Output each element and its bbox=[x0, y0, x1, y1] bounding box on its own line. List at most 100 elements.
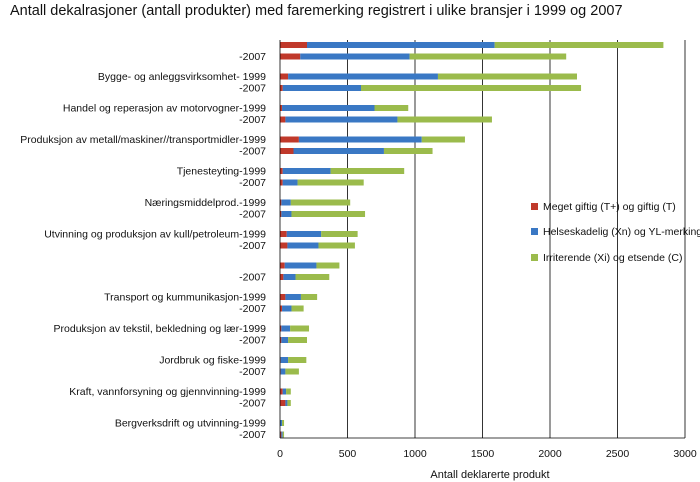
bar-segment bbox=[282, 305, 292, 312]
bar-segment bbox=[298, 136, 422, 143]
bar-segment bbox=[286, 388, 291, 395]
legend-label: Meget giftig (T+) og giftig (T) bbox=[543, 201, 676, 213]
bar-segment bbox=[282, 179, 298, 186]
bar-segment bbox=[383, 148, 433, 154]
bar-segment bbox=[307, 42, 495, 48]
category-label: -2007 bbox=[239, 303, 266, 315]
bar-segment bbox=[280, 357, 289, 363]
bar-segment bbox=[286, 231, 322, 237]
bar-segment bbox=[316, 262, 340, 269]
x-tick-label: 3000 bbox=[673, 448, 697, 460]
bar-segment bbox=[280, 105, 283, 111]
category-label: Handel og reperasjon av motorvogner-1999 bbox=[63, 103, 266, 115]
category-label: Jordbruk og fiske-1999 bbox=[159, 355, 266, 367]
bar-segment bbox=[421, 136, 465, 143]
bar-segment bbox=[280, 53, 301, 60]
legend-label: Irriterende (Xi) og etsende (C) bbox=[543, 252, 682, 264]
bar-segment bbox=[282, 420, 285, 426]
category-label: -2007 bbox=[239, 83, 266, 95]
bar-segment bbox=[280, 305, 283, 312]
x-axis-label: Antall deklarerte produkt bbox=[430, 469, 549, 481]
bar-segment bbox=[318, 242, 355, 249]
bar-segment bbox=[285, 294, 301, 300]
bar-segment bbox=[282, 388, 287, 395]
x-tick-label: 2000 bbox=[538, 448, 562, 460]
bar-segment bbox=[281, 431, 283, 438]
category-label: -2007 bbox=[239, 335, 266, 347]
category-label: Produksjon av metall/maskiner//transport… bbox=[20, 134, 266, 146]
x-tick-label: 1000 bbox=[403, 448, 427, 460]
bar-segment bbox=[285, 400, 288, 406]
bar-segment bbox=[437, 73, 577, 80]
category-label: -2007 bbox=[239, 51, 266, 63]
category-label: -2007 bbox=[239, 209, 266, 221]
grid-lines bbox=[347, 40, 686, 438]
legend-swatch bbox=[531, 254, 538, 261]
bar-segment bbox=[281, 337, 289, 343]
bar-segment bbox=[300, 294, 318, 300]
bar-segment bbox=[280, 294, 286, 300]
bar-segment bbox=[280, 199, 282, 206]
category-label: Produksjon av tekstil, bekledning og lær… bbox=[54, 323, 267, 335]
bar-segment bbox=[280, 400, 286, 406]
category-label: Næringsmiddelprod.-1999 bbox=[145, 197, 267, 209]
bar-segment bbox=[297, 179, 364, 186]
bar-segment bbox=[280, 431, 282, 438]
bar-segment bbox=[290, 199, 351, 206]
category-label: Tjenesteyting-1999 bbox=[177, 166, 266, 178]
bar-segment bbox=[282, 85, 361, 91]
bar-segment bbox=[287, 400, 291, 406]
category-label: -2007 bbox=[239, 398, 266, 410]
category-label: Transport og kummunikasjon-1999 bbox=[104, 292, 266, 304]
bar-segment bbox=[281, 199, 291, 206]
bar-segment bbox=[281, 211, 292, 217]
category-label: Utvinning og produksjon av kull/petroleu… bbox=[44, 229, 266, 241]
bar-segment bbox=[280, 325, 282, 332]
bar-segment bbox=[397, 116, 492, 123]
category-label: -2007 bbox=[239, 146, 266, 158]
bar-segment bbox=[288, 73, 438, 80]
bar-segment bbox=[282, 168, 331, 174]
chart-title: Antall dekalrasjoner (antall produkter) … bbox=[10, 3, 623, 19]
bar-segment bbox=[281, 325, 291, 332]
category-label: Kraft, vannforsyning og gjennvinning-199… bbox=[69, 386, 266, 398]
category-label: -2007 bbox=[239, 114, 266, 126]
bar-segment bbox=[282, 105, 375, 111]
bar-segment bbox=[284, 262, 317, 269]
category-label: Bergverksdrift og utvinning-1999 bbox=[115, 418, 266, 430]
bar-segment bbox=[300, 53, 410, 60]
bar-segment bbox=[290, 325, 310, 332]
bars bbox=[280, 42, 664, 438]
legend-label: Helseskadelig (Xn) og YL-merking bbox=[543, 226, 700, 238]
bar-segment bbox=[280, 73, 289, 80]
x-tick-label: 1500 bbox=[471, 448, 495, 460]
bar-segment bbox=[280, 274, 284, 280]
bar-segment bbox=[280, 262, 285, 269]
bar-segment bbox=[321, 231, 358, 237]
category-label: -2007 bbox=[239, 272, 266, 284]
category-label: Bygge- og anleggsvirksomhet- 1999 bbox=[98, 71, 266, 83]
bar-segment bbox=[280, 368, 286, 375]
bar-segment bbox=[280, 136, 299, 143]
bar-segment bbox=[494, 42, 664, 48]
bar-segment bbox=[295, 274, 330, 280]
bar-segment bbox=[280, 148, 294, 154]
bar-segment bbox=[291, 305, 304, 312]
bar-segment bbox=[280, 116, 286, 123]
bar-segment bbox=[280, 42, 307, 48]
bar-segment bbox=[280, 231, 287, 237]
bar-segment bbox=[280, 337, 282, 343]
category-label: -2007 bbox=[239, 429, 266, 441]
x-axis: 0 500 1000 1500 2000 2500 3000 bbox=[277, 40, 697, 460]
bar-segment bbox=[361, 85, 582, 91]
bar-segment bbox=[280, 420, 283, 426]
x-tick-label: 2500 bbox=[606, 448, 630, 460]
bar-segment bbox=[285, 368, 299, 375]
bar-segment bbox=[280, 242, 288, 249]
bar-segment bbox=[280, 168, 283, 174]
x-tick-label: 0 bbox=[277, 448, 283, 460]
legend-swatch bbox=[531, 203, 538, 210]
legend: Meget giftig (T+) og giftig (T) Helseskad… bbox=[531, 201, 700, 264]
